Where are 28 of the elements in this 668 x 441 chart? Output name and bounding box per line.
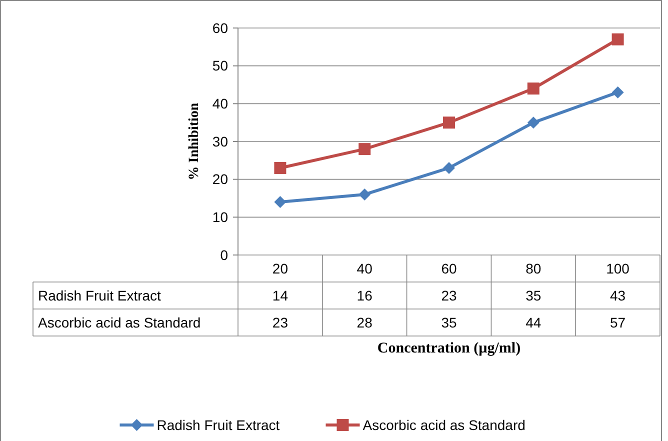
- data-label: 23: [272, 314, 288, 330]
- y-tick-label: 60: [212, 20, 228, 36]
- x-axis-title: Concentration (µg/ml): [377, 340, 521, 356]
- x-tick-label: 60: [441, 260, 457, 276]
- y-axis-title: % Inhibition: [187, 102, 202, 180]
- data-label: 28: [356, 314, 373, 330]
- y-tick-label: 50: [212, 58, 228, 74]
- data-label: 16: [356, 287, 373, 304]
- legend-label: Ascorbic acid as Standard: [362, 416, 526, 433]
- data-label: 57: [610, 314, 626, 330]
- y-tick-label: 40: [212, 96, 228, 112]
- y-tick-label: 30: [212, 133, 228, 150]
- data-label: 14: [272, 287, 288, 304]
- legend-label: Radish Fruit Extract: [156, 416, 280, 433]
- x-tick-label: 40: [356, 260, 373, 276]
- y-tick-label: 10: [212, 209, 228, 226]
- data-label: 35: [441, 314, 457, 330]
- x-tick-label: 80: [526, 260, 542, 276]
- text: Ascorbic acid as Standard: [38, 314, 201, 330]
- x-tick-label: 20: [272, 260, 288, 276]
- y-tick-label: 0: [220, 246, 228, 263]
- text: Radish Fruit Extract: [38, 287, 161, 304]
- data-label: 35: [526, 287, 542, 304]
- data-label: 43: [610, 287, 626, 304]
- data-label: 23: [441, 287, 457, 304]
- y-tick-label: 20: [212, 171, 228, 188]
- data-label: 44: [526, 314, 542, 330]
- x-tick-label: 100: [606, 260, 630, 276]
